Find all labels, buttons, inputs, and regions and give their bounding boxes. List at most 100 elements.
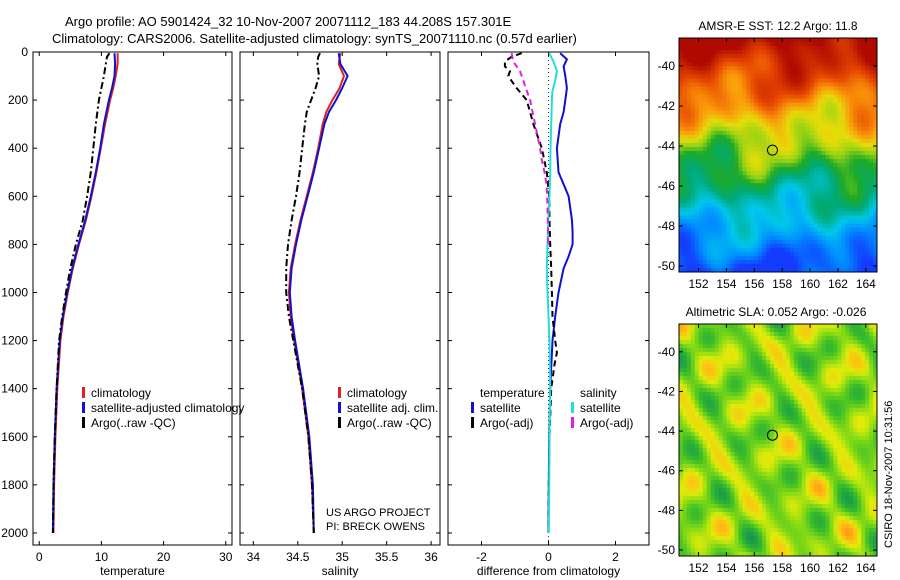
- depth-tick-label: 400: [8, 141, 28, 155]
- temperature-xtick-label: 0: [36, 550, 43, 564]
- depth-tick-label: 2000: [1, 526, 28, 540]
- temperature-xtick-label: 20: [157, 550, 171, 564]
- sla_map-lat-label: -42: [658, 384, 676, 398]
- difference-legend-label: Argo(-adj): [480, 416, 533, 430]
- sla_map-field: [679, 324, 878, 557]
- temperature-legend-label: satellite-adjusted climatology: [91, 401, 244, 415]
- sst_map-lat-label: -50: [658, 259, 676, 273]
- depth-tick-label: 200: [8, 93, 28, 107]
- depth-tick-label: 1600: [1, 430, 28, 444]
- difference-xtick-label: -2: [476, 550, 487, 564]
- sla_map-lat-label: -40: [658, 345, 676, 359]
- temperature-legend-label: climatology: [91, 386, 151, 400]
- sst_map-lon-label: 164: [856, 277, 876, 291]
- sla_map-float-marker: [766, 429, 778, 441]
- sst_map-lat-label: -40: [658, 59, 676, 73]
- difference-legend-label: satellite: [580, 401, 621, 415]
- sst_map-lon-label: 156: [744, 277, 764, 291]
- sst_map-panel: -40 -42 -44 -46 -48 -50 152 154 156 158 160 162 164 A…: [658, 19, 878, 291]
- salinity-series-argo-raw-qc-: [285, 52, 321, 534]
- salinity-xlabel: salinity: [322, 564, 359, 578]
- difference-series-salinity-satellite: [545, 52, 558, 534]
- sla_map-lat-label: -46: [658, 464, 676, 478]
- sla_map-lon-label: 156: [744, 561, 764, 575]
- sst_map-lat-label: -42: [658, 99, 676, 113]
- temperature-panel: 0 200 400 600 800 1000 1200 1400 1600 1800 2000 0 10…: [1, 45, 244, 578]
- salinity-xtick-label: 34.5: [286, 550, 310, 564]
- sst_map-lon-label: 154: [716, 277, 736, 291]
- salinity-xtick-label: 35: [336, 550, 350, 564]
- temperature-xtick-label: 30: [219, 550, 233, 564]
- sla_map-lon-label: 162: [828, 561, 848, 575]
- depth-tick-label: 800: [8, 237, 28, 251]
- salinity-series-climatology: [287, 53, 346, 534]
- difference-legend-swatch: [471, 402, 474, 413]
- sla_map-lon-label: 154: [716, 561, 736, 575]
- difference-legend-heading: temperature: [480, 386, 545, 400]
- difference-legend-label: Argo(-adj): [580, 416, 633, 430]
- sla_map-frame: [678, 323, 878, 557]
- salinity-legend-label: satellite adj. clim.: [347, 401, 438, 415]
- sla_map-lon-label: 152: [689, 561, 709, 575]
- sst_map-field: [679, 38, 878, 273]
- difference-legend-swatch: [571, 417, 574, 428]
- salinity-axes-frame: [239, 51, 441, 546]
- temperature-xtick-label: 10: [95, 550, 109, 564]
- sst_map-frame: [678, 37, 878, 273]
- salinity-legend-swatch: [338, 402, 341, 413]
- sst_map-title: AMSR-E SST: 12.2 Argo: 11.8: [698, 19, 858, 33]
- salinity-legend-swatch: [338, 417, 341, 428]
- temperature-legend-swatch: [82, 417, 85, 428]
- sst_map-lat-label: -48: [658, 219, 676, 233]
- depth-tick-label: 1200: [1, 334, 28, 348]
- sla_map-lat-label: -50: [658, 543, 676, 557]
- depth-tick-label: 0: [21, 45, 28, 59]
- difference-series-salinity-argo-adj-: [510, 53, 550, 245]
- sla_map-lat-label: -48: [658, 503, 676, 517]
- sla_map-title: Altimetric SLA: 0.052 Argo: -0.026: [686, 305, 867, 319]
- figure-title-line2: Climatology: CARS2006. Satellite-adjuste…: [52, 31, 577, 46]
- depth-tick-label: 1000: [1, 285, 28, 299]
- difference-legend-label: satellite: [480, 401, 521, 415]
- sla_map-lon-label: 164: [856, 561, 876, 575]
- salinity-panel: 34 34.5 35 35.5 36 salinity climatologysatelli…: [239, 51, 441, 578]
- difference-xlabel: difference from climatology: [477, 564, 620, 578]
- sla_map-panel: -40 -42 -44 -46 -48 -50 152 154 156 158 160 162 164 A…: [658, 305, 878, 575]
- salinity-xtick-label: 35.5: [375, 550, 399, 564]
- depth-tick-label: 1800: [1, 478, 28, 492]
- temperature-legend-label: Argo(..raw -QC): [91, 416, 176, 430]
- difference-legend-heading: salinity: [580, 386, 617, 400]
- difference-xtick-label: 0: [545, 550, 552, 564]
- salinity-legend-label: Argo(..raw -QC): [347, 416, 432, 430]
- sst_map-lon-label: 152: [689, 277, 709, 291]
- salinity-series-satellite-adj-clim-: [288, 53, 349, 534]
- sst_map-lat-label: -46: [658, 179, 676, 193]
- temperature-legend-swatch: [82, 387, 85, 398]
- sst_map-lon-label: 160: [800, 277, 820, 291]
- temperature-series-climatology: [52, 53, 119, 534]
- figure-title-line1: Argo profile: AO 5901424_32 10-Nov-2007 …: [65, 14, 512, 29]
- difference-legend: temperaturesatelliteArgo(-adj)salinitysa…: [471, 386, 633, 430]
- project-credit: US ARGO PROJECT: [326, 507, 431, 519]
- sla_map-lon-label: 160: [800, 561, 820, 575]
- sst_map-lon-label: 162: [828, 277, 848, 291]
- salinity-xtick-label: 34: [247, 550, 261, 564]
- sst_map-float-marker: [766, 144, 778, 156]
- sla_map-lon-label: 158: [772, 561, 792, 575]
- depth-tick-label: 1400: [1, 382, 28, 396]
- salinity-xtick-label: 36: [424, 550, 438, 564]
- temperature-xlabel: temperature: [100, 564, 165, 578]
- temperature-series-argo-raw-qc-: [51, 52, 111, 534]
- csiro-timestamp: CSIRO 18-Nov-2007 10:31:56: [883, 401, 895, 548]
- depth-tick-label: 600: [8, 189, 28, 203]
- temperature-legend-swatch: [82, 402, 85, 413]
- pi-credit: PI: BRECK OWENS: [326, 521, 425, 533]
- sla_map-lat-label: -44: [658, 424, 676, 438]
- difference-series-temperature-satellite: [547, 52, 574, 534]
- salinity-legend-swatch: [338, 387, 341, 398]
- sst_map-lon-label: 158: [772, 277, 792, 291]
